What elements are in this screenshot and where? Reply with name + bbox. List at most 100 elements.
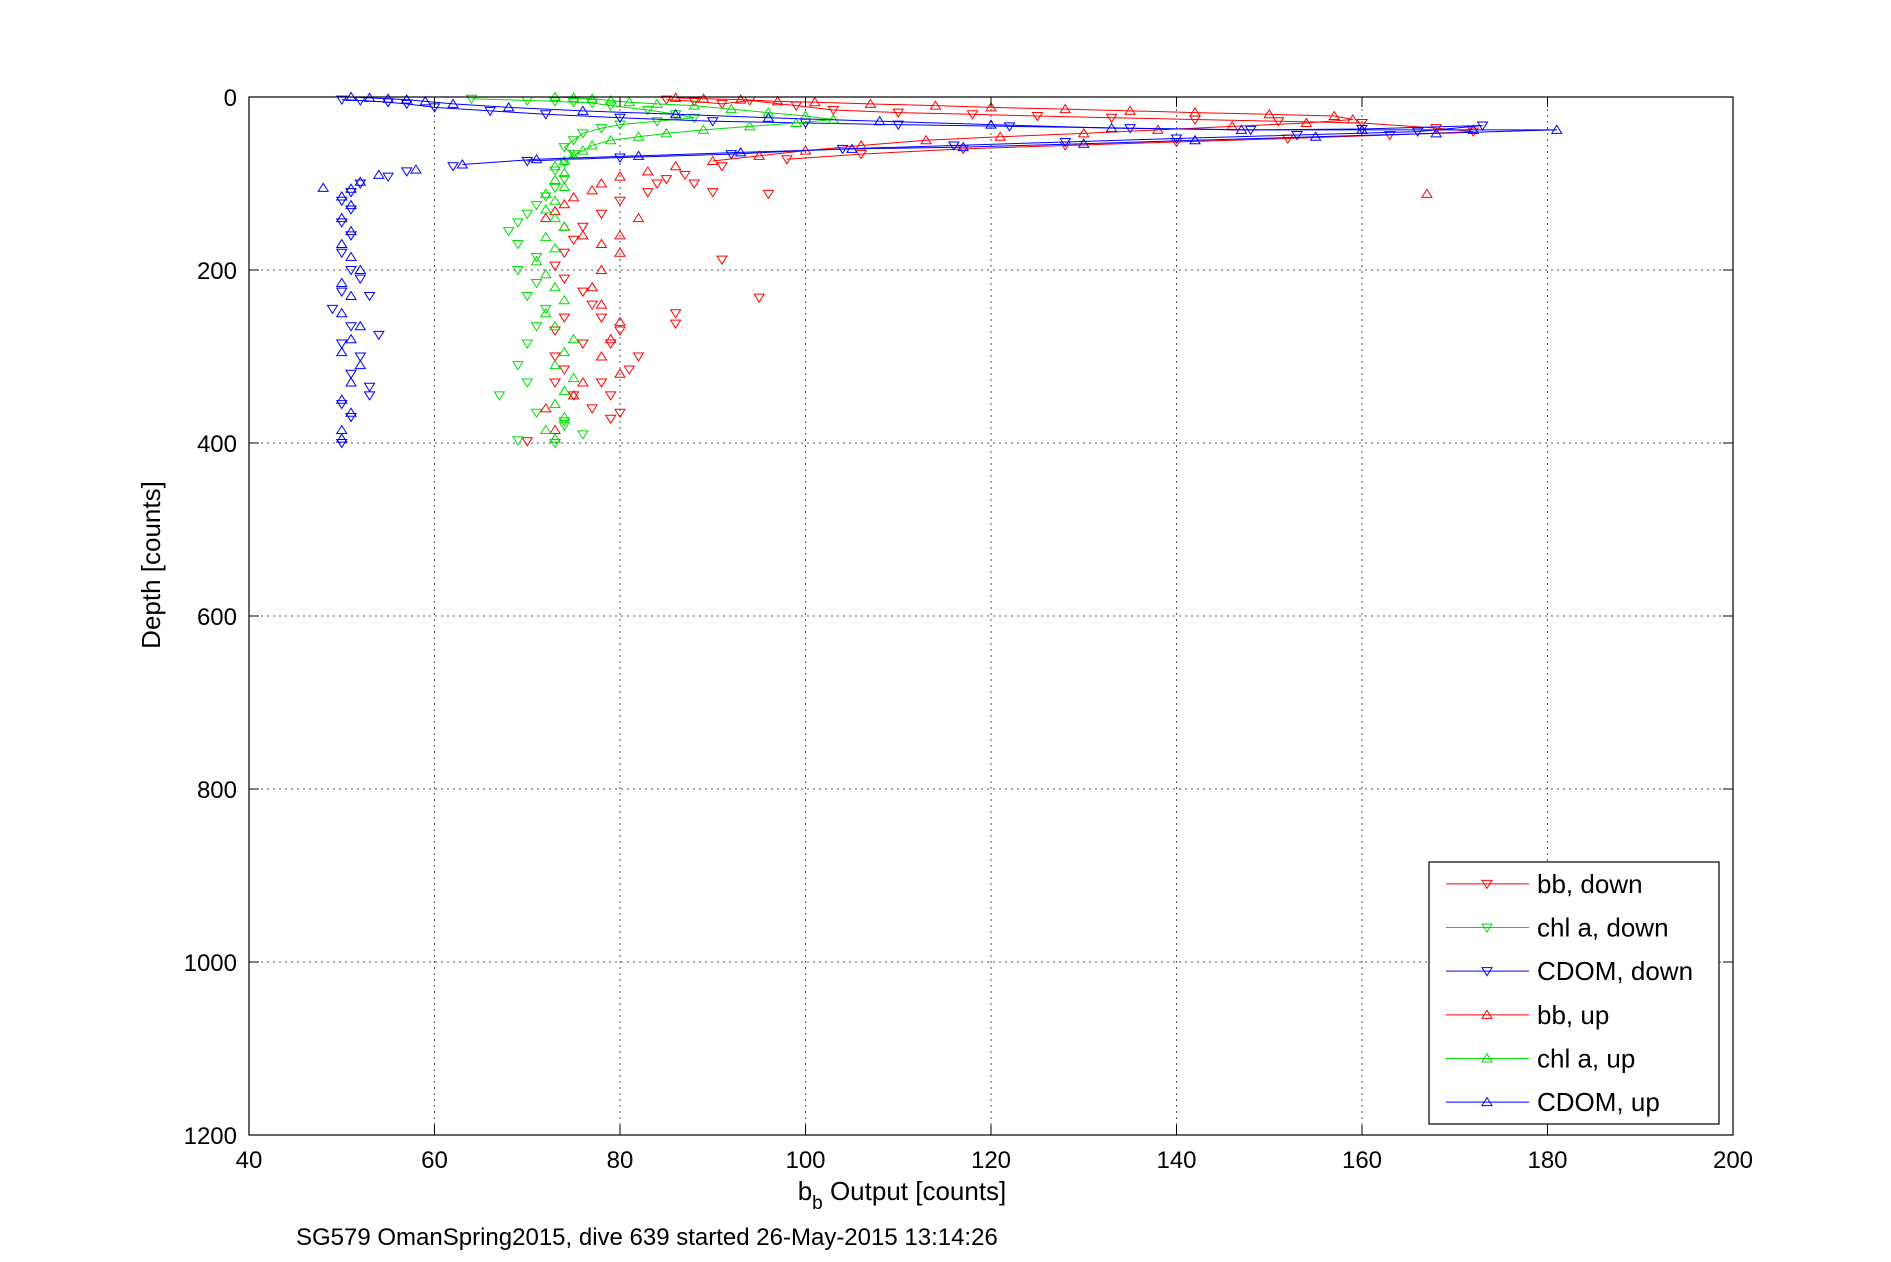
series-line-segment: [490, 110, 546, 115]
data-point: [512, 361, 524, 371]
series-line-segment: [610, 105, 648, 111]
data-point: [567, 389, 580, 400]
data-point: [576, 222, 589, 233]
data-point: [595, 351, 608, 361]
data-point: [530, 278, 543, 289]
data-point: [762, 189, 775, 200]
series-line-segment: [814, 101, 871, 105]
data-point: [549, 183, 561, 194]
data-point: [614, 326, 626, 336]
series-line-segment: [1037, 115, 1112, 119]
data-point: [363, 291, 376, 302]
data-point: [845, 143, 858, 153]
data-point: [363, 391, 376, 401]
data-point: [614, 113, 626, 124]
data-point: [762, 107, 775, 117]
data-point: [335, 238, 348, 249]
data-point: [549, 359, 561, 370]
data-point: [345, 205, 357, 215]
series-line-segment: [638, 151, 741, 157]
data-point: [345, 333, 357, 344]
data-point: [558, 313, 571, 324]
series-line-segment: [1195, 118, 1279, 122]
y-tick-label: 200: [197, 258, 237, 285]
x-tick-label: 100: [785, 1147, 825, 1174]
data-point: [539, 204, 552, 214]
data-point: [558, 294, 571, 305]
data-point: [753, 150, 766, 160]
data-point: [539, 402, 552, 413]
data-point: [558, 167, 571, 178]
y-tick-label: 1000: [184, 950, 237, 977]
data-point: [1328, 110, 1341, 121]
series-line-segment: [749, 99, 797, 107]
data-point: [530, 408, 543, 419]
y-tick-label: 0: [224, 85, 237, 112]
data-point: [586, 99, 599, 109]
data-point: [1263, 108, 1276, 119]
data-point: [1124, 105, 1137, 115]
data-point: [947, 141, 960, 151]
series-4: [530, 91, 840, 443]
data-point: [335, 339, 348, 349]
data-point: [567, 191, 580, 202]
data-point: [335, 424, 348, 435]
y-tick-label: 800: [197, 777, 237, 804]
data-point: [372, 169, 385, 179]
data-point: [558, 181, 571, 191]
data-point: [1235, 124, 1248, 134]
data-point: [539, 304, 552, 315]
data-point: [1059, 103, 1072, 114]
data-point: [595, 378, 608, 388]
data-point: [1411, 127, 1424, 138]
data-point: [530, 255, 543, 266]
data-point: [641, 188, 654, 198]
data-point: [604, 391, 617, 401]
legend-marker: [1481, 923, 1493, 933]
series-line-segment: [740, 148, 852, 153]
data-point: [1356, 118, 1368, 129]
series-line-segment: [1111, 127, 1242, 131]
data-point: [447, 98, 459, 108]
data-point: [354, 179, 367, 189]
data-point: [994, 131, 1007, 141]
legend-marker: [1481, 1009, 1493, 1019]
data-point: [725, 103, 738, 114]
data-point: [892, 108, 905, 119]
data-point: [447, 162, 459, 172]
data-point: [512, 240, 524, 250]
data-point: [576, 105, 589, 115]
data-point: [335, 439, 348, 449]
data-point: [521, 157, 534, 167]
data-point: [1356, 124, 1368, 134]
data-point: [688, 113, 701, 124]
data-point: [539, 424, 552, 435]
data-point: [558, 221, 571, 231]
series-line-segment: [406, 103, 435, 108]
data-point: [614, 120, 626, 131]
series-line-segment: [1065, 138, 1177, 143]
series-line-segment: [703, 98, 741, 101]
data-point: [576, 129, 589, 139]
data-point: [1105, 113, 1118, 124]
legend-marker: [1481, 1053, 1493, 1063]
data-point: [345, 369, 357, 380]
data-point: [549, 320, 561, 331]
data-point: [595, 178, 608, 188]
data-point: [354, 359, 367, 370]
data-point: [827, 105, 840, 116]
data-point: [521, 378, 534, 388]
series-line-segment: [740, 99, 778, 102]
data-point: [669, 160, 682, 171]
data-point: [335, 433, 348, 443]
data-point: [706, 155, 719, 166]
series-line-segment: [935, 105, 992, 108]
series-line-segment: [898, 112, 973, 115]
data-point: [576, 377, 589, 387]
data-point: [335, 307, 348, 318]
data-point: [855, 150, 868, 160]
legend-box: [1428, 861, 1720, 1125]
data-point: [641, 105, 654, 116]
data-point: [354, 352, 367, 362]
data-point: [530, 153, 543, 164]
